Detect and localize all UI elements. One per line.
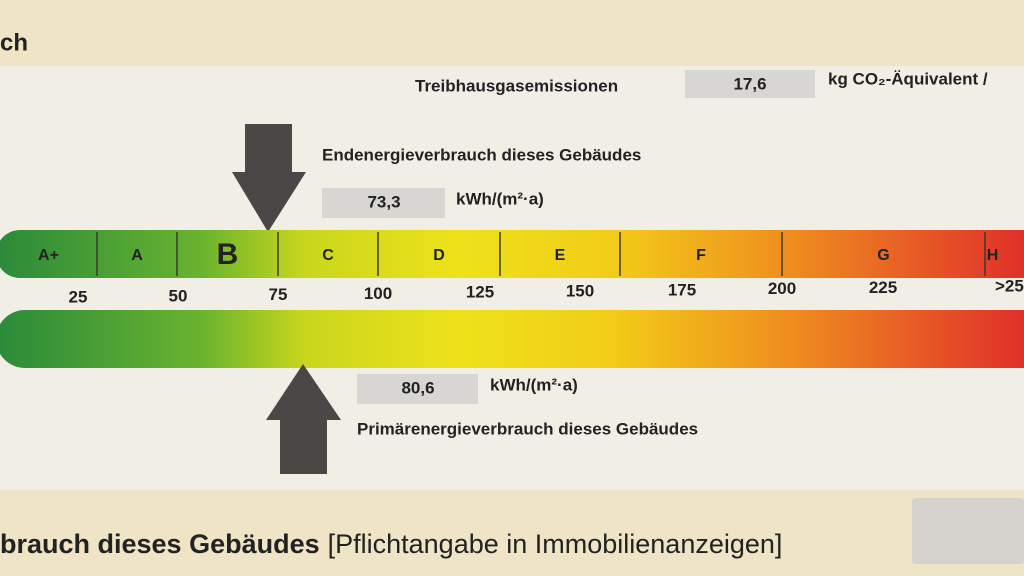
class-label: C <box>322 247 334 264</box>
class-band <box>0 230 1024 278</box>
scale-tick: >250 <box>995 277 1024 296</box>
scale-tick: 100 <box>364 284 392 303</box>
class-label: B <box>217 238 239 271</box>
footer-note: [Pflichtangabe in Immobilienanzeigen] <box>328 529 783 559</box>
value-box <box>357 374 478 404</box>
primary-energy-label: Primärenergieverbrauch dieses Gebäudes <box>357 419 698 438</box>
scale-tick: 175 <box>668 280 696 299</box>
scale-band <box>0 310 1024 368</box>
arrow-up <box>266 364 341 474</box>
class-label: D <box>433 247 445 264</box>
emissions-value: 17,6 <box>733 74 766 93</box>
primary-energy-unit: kWh/(m²·a) <box>490 375 578 394</box>
emissions-label: Treibhausgasemissionen <box>415 76 618 95</box>
class-label: A+ <box>38 247 59 264</box>
value-box <box>322 188 445 218</box>
class-label: H <box>987 247 999 264</box>
class-label: E <box>555 247 566 264</box>
class-label: F <box>696 247 706 264</box>
footer-box <box>912 498 1024 564</box>
footer-band <box>0 490 1024 576</box>
scale-tick: 50 <box>169 286 188 305</box>
scale-tick: 125 <box>466 283 494 302</box>
class-label: A <box>131 247 143 264</box>
scale-tick: 225 <box>869 278 897 297</box>
scale-tick: 200 <box>768 279 796 298</box>
scale-tick: 25 <box>69 287 88 306</box>
scale-tick: 75 <box>269 285 288 304</box>
value-box <box>685 70 815 98</box>
class-label: G <box>877 247 889 264</box>
primary-energy-value: 80,6 <box>401 378 434 397</box>
emissions-unit: kg CO₂-Äquivalent / <box>828 69 988 88</box>
final-energy-label: Endenergieverbrauch dieses Gebäudes <box>322 145 641 164</box>
final-energy-unit: kWh/(m²·a) <box>456 189 544 208</box>
final-energy-value: 73,3 <box>367 192 400 211</box>
footer-text: brauch dieses Gebäudes [Pflichtangabe in … <box>0 529 782 559</box>
scale-tick: 150 <box>566 281 594 300</box>
header-title: ch <box>0 29 28 56</box>
footer-title: brauch dieses Gebäudes <box>0 529 320 559</box>
arrow-down <box>232 124 306 232</box>
header-band <box>0 0 1024 66</box>
